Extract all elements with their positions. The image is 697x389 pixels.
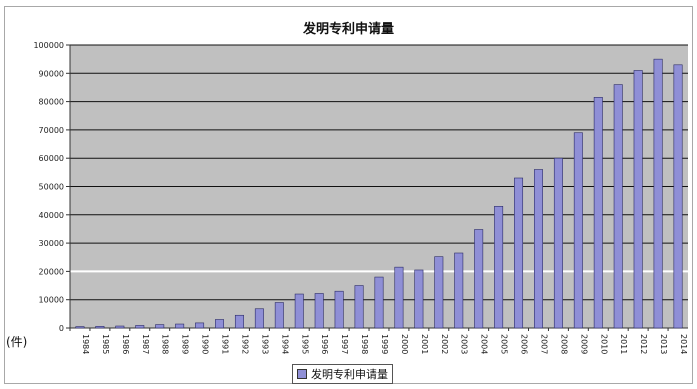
x-tick-label: 1996 bbox=[320, 334, 329, 354]
x-tick-label: 2011 bbox=[619, 334, 628, 354]
legend-label: 发明专利申请量 bbox=[311, 368, 388, 381]
x-tick-label: 1988 bbox=[161, 334, 170, 354]
x-tick-label: 2007 bbox=[539, 334, 548, 354]
y-tick-label: 70000 bbox=[39, 126, 64, 135]
bar bbox=[653, 58, 663, 329]
x-tick-label: 2005 bbox=[500, 334, 509, 354]
x-tick-label: 1995 bbox=[300, 334, 309, 354]
bar bbox=[175, 323, 185, 329]
legend-swatch bbox=[297, 369, 307, 379]
bar bbox=[613, 84, 623, 329]
x-tick-label: 2008 bbox=[559, 334, 568, 354]
y-tick-label: 100000 bbox=[33, 41, 64, 50]
bar bbox=[593, 97, 603, 329]
x-tick-label: 2012 bbox=[639, 334, 648, 354]
bar bbox=[115, 325, 125, 329]
x-tick-label: 2001 bbox=[420, 334, 429, 354]
x-tick-label: 2009 bbox=[579, 334, 588, 354]
x-tick-label: 2006 bbox=[520, 334, 529, 354]
x-tick-label: 2002 bbox=[440, 334, 449, 354]
bar bbox=[234, 314, 244, 329]
bar bbox=[135, 325, 145, 329]
y-tick-label: 80000 bbox=[39, 98, 64, 107]
bar bbox=[394, 266, 404, 329]
legend: 发明专利申请量 bbox=[292, 364, 393, 384]
x-tick-label: 1998 bbox=[360, 334, 369, 354]
x-tick-label: 2013 bbox=[659, 334, 668, 354]
bar bbox=[494, 206, 504, 329]
y-tick-label: 20000 bbox=[39, 267, 64, 276]
bar bbox=[334, 290, 344, 329]
x-tick-label: 2010 bbox=[599, 334, 608, 354]
x-tick-label: 2003 bbox=[460, 334, 469, 354]
bar bbox=[434, 256, 444, 329]
bar bbox=[673, 64, 683, 329]
x-tick-label: 1987 bbox=[141, 334, 150, 354]
bar bbox=[454, 252, 464, 329]
x-tick-label: 1984 bbox=[81, 334, 90, 354]
bar bbox=[294, 293, 304, 329]
x-tick-label: 1994 bbox=[280, 334, 289, 354]
bar bbox=[155, 324, 165, 329]
bar bbox=[633, 70, 643, 329]
chart-title: 发明专利申请量 bbox=[302, 22, 394, 37]
x-tick-label: 1993 bbox=[260, 334, 269, 354]
bar bbox=[314, 293, 324, 329]
x-tick-label: 1990 bbox=[201, 334, 210, 354]
x-tick-label: 1992 bbox=[240, 334, 249, 354]
bar bbox=[95, 326, 105, 329]
x-tick-label: 1991 bbox=[221, 334, 230, 354]
x-tick-label: 1985 bbox=[101, 334, 110, 354]
bar bbox=[75, 326, 85, 329]
bar bbox=[533, 169, 543, 329]
y-tick-label: 0 bbox=[59, 324, 64, 333]
x-tick-label: 2014 bbox=[679, 334, 688, 354]
bar bbox=[573, 132, 583, 329]
x-tick-label: 2000 bbox=[400, 334, 409, 354]
x-tick-label: 1997 bbox=[340, 334, 349, 354]
y-tick-label: 10000 bbox=[39, 296, 64, 305]
x-tick-label: 2004 bbox=[480, 334, 489, 354]
bar bbox=[553, 157, 563, 329]
bar bbox=[274, 302, 284, 329]
y-tick-label: 60000 bbox=[39, 154, 64, 163]
y-tick-label: 30000 bbox=[39, 239, 64, 248]
bar bbox=[195, 322, 205, 329]
y-tick-label: 90000 bbox=[39, 69, 64, 78]
x-tick-label: 1986 bbox=[121, 334, 130, 354]
bar bbox=[474, 229, 484, 329]
bar bbox=[254, 308, 264, 329]
y-tick-label: 50000 bbox=[39, 183, 64, 192]
bar bbox=[354, 285, 364, 329]
x-tick-label: 1999 bbox=[380, 334, 389, 354]
bar bbox=[215, 319, 225, 329]
x-tick-label: 1989 bbox=[181, 334, 190, 354]
y-tick-label: 40000 bbox=[39, 211, 64, 220]
bar bbox=[374, 276, 384, 329]
bar bbox=[514, 177, 524, 329]
unit-label: (件) bbox=[6, 335, 28, 349]
bar bbox=[414, 269, 424, 329]
